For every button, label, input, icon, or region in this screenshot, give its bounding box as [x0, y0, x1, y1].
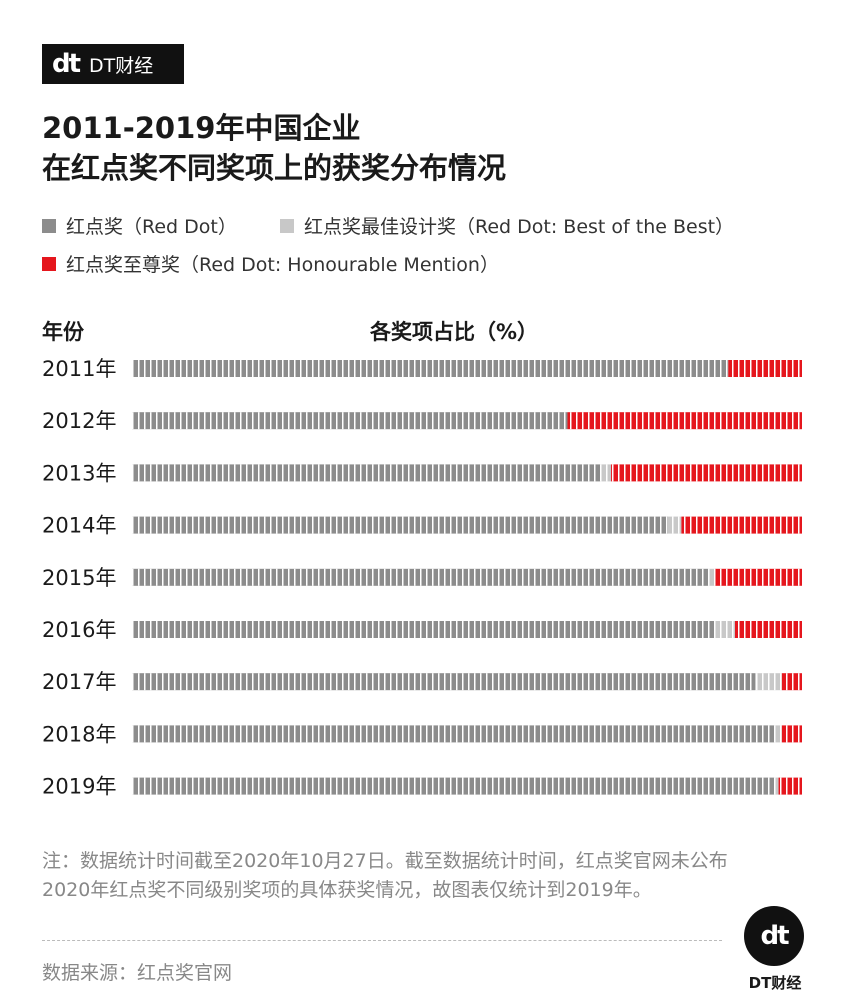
year-label: 2017年: [42, 670, 116, 694]
bar-stripe-overlay: [132, 568, 802, 586]
chart-title-line1: 2011-2019年中国企业: [42, 111, 361, 145]
legend-label-honourable: 红点奖至尊奖（Red Dot: Honourable Mention）: [66, 254, 499, 276]
footer-logo-mark: dt: [760, 921, 789, 951]
chart-title-line2: 在红点奖不同奖项上的获奖分布情况: [42, 151, 507, 185]
legend-label-red-dot: 红点奖（Red Dot）: [66, 216, 237, 238]
source-note: 数据来源：红点奖官网: [42, 962, 233, 984]
footer-logo: dt: [744, 906, 804, 966]
year-label: 2015年: [42, 566, 116, 590]
year-label: 2019年: [42, 775, 116, 799]
brand-name: DT财经: [89, 54, 154, 77]
legend-item-honourable: 红点奖至尊奖（Red Dot: Honourable Mention）: [42, 250, 499, 277]
brand-logo: dt DT财经: [42, 44, 184, 84]
year-label: 2011年: [42, 357, 116, 381]
bar-stripe-overlay: [132, 412, 802, 430]
year-label: 2012年: [42, 409, 116, 433]
stacked-bar-chart: 2011年 2012年 2013年 2014年 2015年 2016年 2017年 2018年…: [42, 357, 802, 799]
chart-title: 2011-2019年中国企业 在红点奖不同奖项上的获奖分布情况: [42, 108, 506, 188]
bar-stripe-overlay: [132, 725, 802, 743]
legend-item-best-of-best: 红点奖最佳设计奖（Red Dot: Best of the Best）: [280, 212, 734, 239]
bar-stripe-overlay: [132, 777, 802, 795]
year-label: 2014年: [42, 514, 116, 538]
year-label: 2018年: [42, 722, 116, 746]
year-label: 2013年: [42, 461, 116, 485]
footer-logo-text: DT财经: [748, 974, 802, 992]
legend-swatch-honourable: [42, 256, 56, 271]
legend-swatch-best-of-best: [280, 218, 294, 233]
footnote: 注：数据统计时间截至2020年10月27日。截至数据统计时间，红点奖官网未公布2…: [42, 850, 728, 901]
legend-swatch-red-dot: [42, 218, 56, 233]
bar-stripe-overlay: [132, 360, 802, 377]
legend-label-best-of-best: 红点奖最佳设计奖（Red Dot: Best of the Best）: [304, 216, 735, 238]
column-header-share: 各奖项占比（%）: [370, 320, 539, 344]
bar-stripe-overlay: [132, 464, 802, 482]
legend-item-red-dot: 红点奖（Red Dot）: [42, 212, 237, 239]
column-header-year: 年份: [42, 320, 84, 344]
brand-mark: dt: [52, 49, 81, 79]
year-label: 2016年: [42, 618, 116, 642]
divider: [42, 940, 722, 941]
bar-stripe-overlay: [132, 621, 802, 638]
bar-stripe-overlay: [132, 516, 802, 534]
bar-stripe-overlay: [132, 673, 802, 691]
